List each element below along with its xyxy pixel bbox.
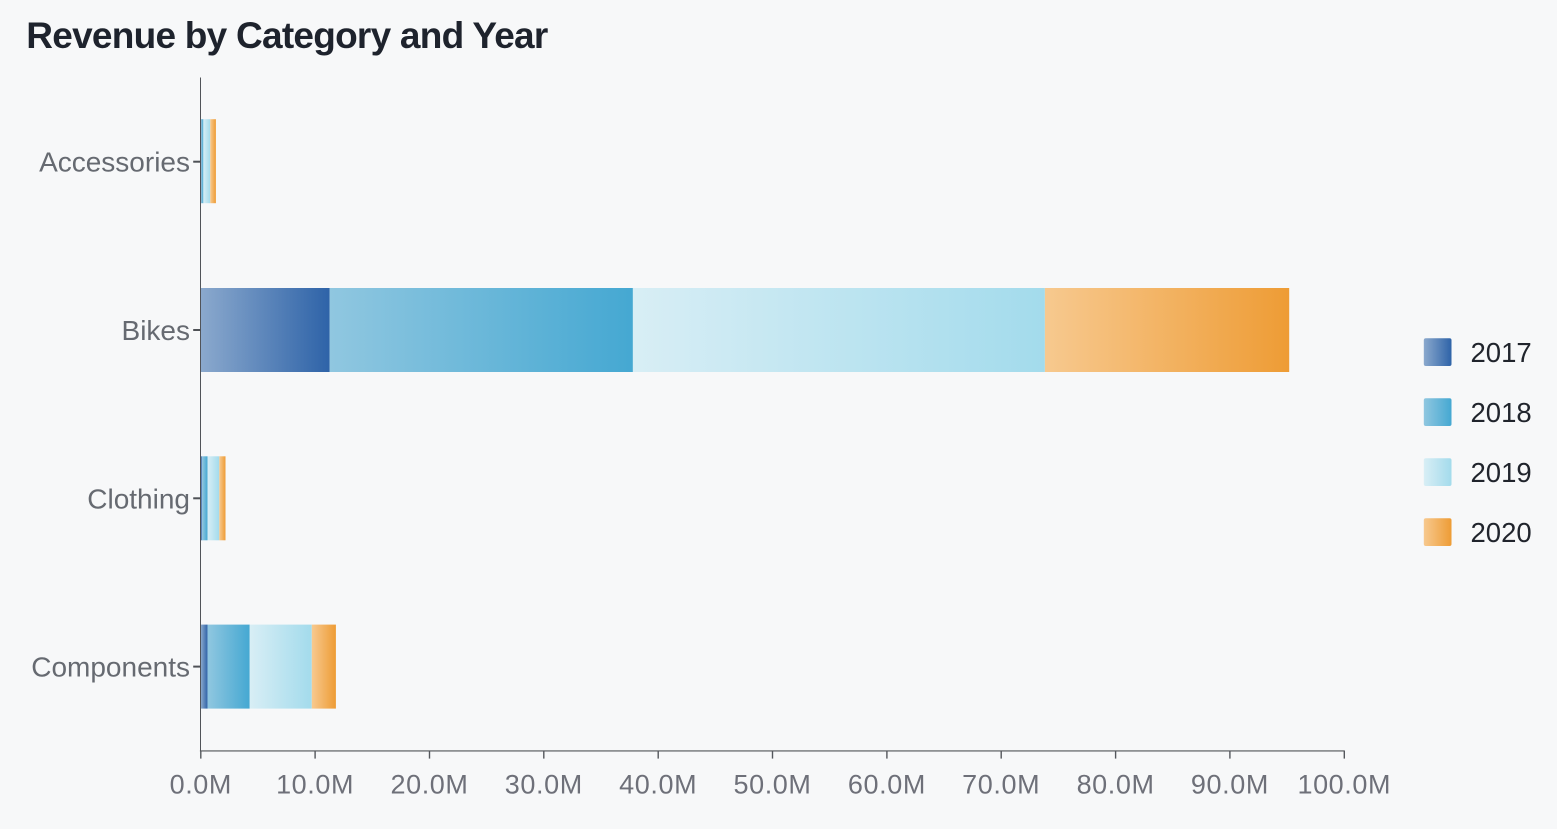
- svg-text:40.0M: 40.0M: [619, 769, 697, 799]
- svg-text:0.0M: 0.0M: [170, 769, 232, 799]
- svg-text:2020: 2020: [1471, 517, 1532, 548]
- svg-text:10.0M: 10.0M: [276, 769, 354, 799]
- svg-text:2019: 2019: [1471, 457, 1532, 488]
- svg-text:Clothing: Clothing: [87, 483, 190, 514]
- svg-text:2017: 2017: [1471, 337, 1532, 368]
- svg-text:Revenue by Category and Year: Revenue by Category and Year: [26, 15, 548, 56]
- svg-text:Accessories: Accessories: [39, 147, 190, 178]
- svg-text:50.0M: 50.0M: [733, 769, 811, 799]
- svg-text:100.0M: 100.0M: [1297, 769, 1391, 799]
- svg-text:30.0M: 30.0M: [505, 769, 583, 799]
- svg-text:90.0M: 90.0M: [1191, 769, 1269, 799]
- svg-text:20.0M: 20.0M: [390, 769, 468, 799]
- svg-text:Components: Components: [31, 652, 190, 683]
- svg-text:2018: 2018: [1471, 397, 1532, 428]
- svg-text:70.0M: 70.0M: [962, 769, 1040, 799]
- svg-text:60.0M: 60.0M: [848, 769, 926, 799]
- svg-text:80.0M: 80.0M: [1077, 769, 1155, 799]
- svg-text:Bikes: Bikes: [122, 315, 190, 346]
